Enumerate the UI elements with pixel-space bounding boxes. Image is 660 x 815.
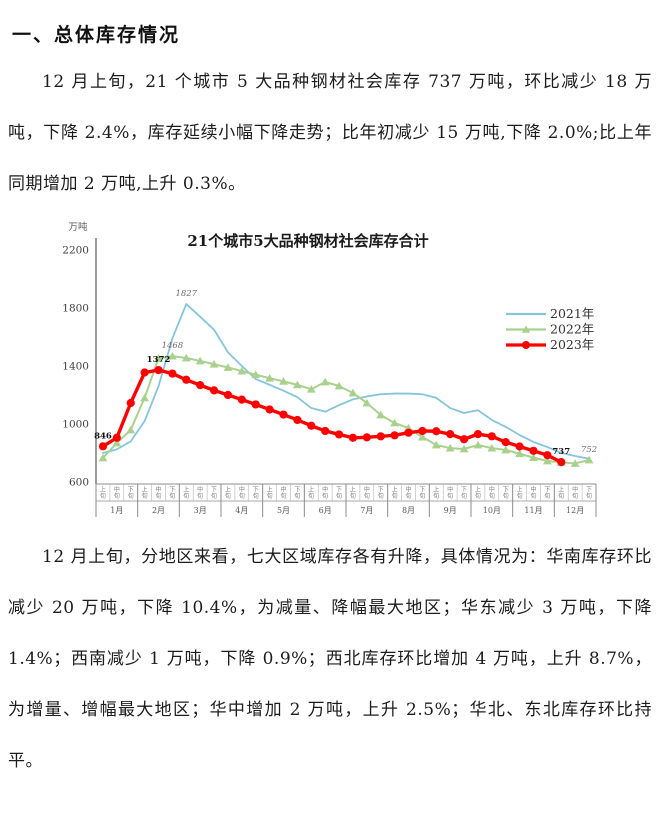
x-period-label: 上旬 (558, 486, 564, 501)
x-month-label: 5月 (277, 506, 290, 515)
y-tick-label: 1800 (62, 303, 89, 315)
x-period-label: 中旬 (489, 486, 495, 501)
x-period-label: 下旬 (544, 487, 550, 501)
x-period-label: 上旬 (517, 486, 523, 501)
y-axis-ticks: 2200 1800 1400 1000 600 (62, 245, 89, 489)
series-2021年 (102, 303, 590, 460)
x-period-label: 下旬 (211, 487, 217, 501)
y-tick-label: 2200 (62, 245, 89, 257)
data-point-label: 737 (552, 447, 570, 457)
x-month-label: 2月 (152, 506, 165, 515)
x-axis-labels: 上旬中旬下旬上旬中旬下旬上旬中旬下旬上旬中旬下旬上旬中旬下旬上旬中旬下旬上旬中旬… (95, 484, 597, 517)
y-tick-label: 1000 (62, 419, 89, 431)
x-month-label: 12月 (566, 506, 584, 515)
inventory-line-chart: 21个城市5大品种钢材社会库存合计 万吨 2200 1800 1400 1000 600… (62, 221, 597, 517)
x-month-label: 1月 (110, 506, 123, 515)
x-period-label: 下旬 (336, 487, 342, 501)
x-period-label: 下旬 (253, 487, 259, 501)
y-tick-label: 600 (69, 477, 89, 489)
x-period-label: 中旬 (197, 486, 203, 501)
legend-item-2023年: 2023年 (506, 337, 594, 352)
x-period-label: 上旬 (433, 486, 439, 501)
x-period-label: 上旬 (267, 486, 273, 501)
x-period-label: 中旬 (280, 486, 286, 501)
legend-label: 2022年 (550, 322, 594, 337)
x-period-label: 上旬 (183, 486, 189, 501)
y-axis-unit-label: 万吨 (68, 221, 88, 233)
legend-item-2021年: 2021年 (506, 306, 594, 321)
data-point-label: 846 (94, 431, 112, 441)
chart-title: 21个城市5大品种钢材社会库存合计 (187, 232, 428, 250)
legend-item-2022年: 2022年 (506, 322, 594, 337)
axis-frame (95, 238, 596, 502)
x-month-label: 6月 (319, 506, 332, 515)
x-month-label: 3月 (194, 506, 207, 515)
series-2023年 (98, 365, 566, 467)
x-month-label: 9月 (444, 506, 457, 515)
data-point-label: 1372 (147, 355, 171, 365)
legend-label: 2021年 (550, 306, 594, 321)
data-point-label: 1827 (175, 289, 197, 299)
x-month-label: 8月 (402, 506, 415, 515)
x-period-label: 中旬 (239, 486, 245, 501)
x-period-label: 下旬 (586, 487, 592, 501)
x-month-label: 7月 (360, 506, 373, 515)
x-period-label: 上旬 (350, 486, 356, 501)
paragraph-overview: 12 月上旬，21 个城市 5 大品种钢材社会库存 737 万吨，环比减少 18… (8, 72, 652, 194)
section-heading: 一、总体库存情况 (12, 24, 181, 46)
series-2022年 (98, 351, 594, 467)
x-period-label: 下旬 (461, 487, 467, 501)
x-period-label: 下旬 (419, 487, 425, 501)
x-period-label: 中旬 (114, 486, 120, 501)
y-tick-label: 1400 (62, 361, 89, 373)
x-period-label: 上旬 (475, 486, 481, 501)
x-period-label: 中旬 (447, 486, 453, 501)
x-period-label: 中旬 (364, 486, 370, 501)
x-month-label: 10月 (483, 506, 501, 515)
x-period-label: 下旬 (169, 487, 175, 501)
legend-label: 2023年 (550, 337, 594, 352)
x-month-label: 11月 (524, 506, 542, 515)
data-point-label: 1468 (162, 341, 184, 351)
x-period-label: 中旬 (322, 486, 328, 501)
legend-marker-triangle (521, 325, 531, 333)
x-period-label: 下旬 (128, 487, 134, 501)
chart-block: 21个城市5大品种钢材社会库存合计 万吨 2200 1800 1400 1000 600… (8, 216, 652, 518)
x-period-label: 下旬 (378, 487, 384, 501)
x-period-label: 中旬 (572, 486, 578, 501)
x-period-label: 中旬 (155, 486, 161, 501)
legend-marker-circle (522, 341, 530, 349)
x-period-label: 上旬 (308, 486, 314, 501)
x-period-label: 上旬 (392, 486, 398, 501)
x-period-label: 上旬 (225, 486, 231, 501)
document-page: 一、总体库存情况 12 月上旬，21 个城市 5 大品种钢材社会库存 737 万… (8, 24, 652, 771)
data-point-labels: 846 1372 1468 1827 737 752 (94, 289, 597, 457)
x-period-label: 下旬 (503, 487, 509, 501)
paragraph-regional: 12 月上旬，分地区来看，七大区域库存各有升降，具体情况为：华南库存环比减少 2… (8, 547, 652, 771)
x-period-label: 上旬 (100, 486, 106, 501)
x-period-label: 中旬 (405, 486, 411, 501)
x-period-label: 中旬 (530, 486, 536, 501)
x-period-label: 下旬 (294, 487, 300, 501)
x-period-label: 上旬 (142, 486, 148, 501)
data-point-label: 752 (581, 445, 597, 455)
x-month-label: 4月 (235, 506, 248, 515)
